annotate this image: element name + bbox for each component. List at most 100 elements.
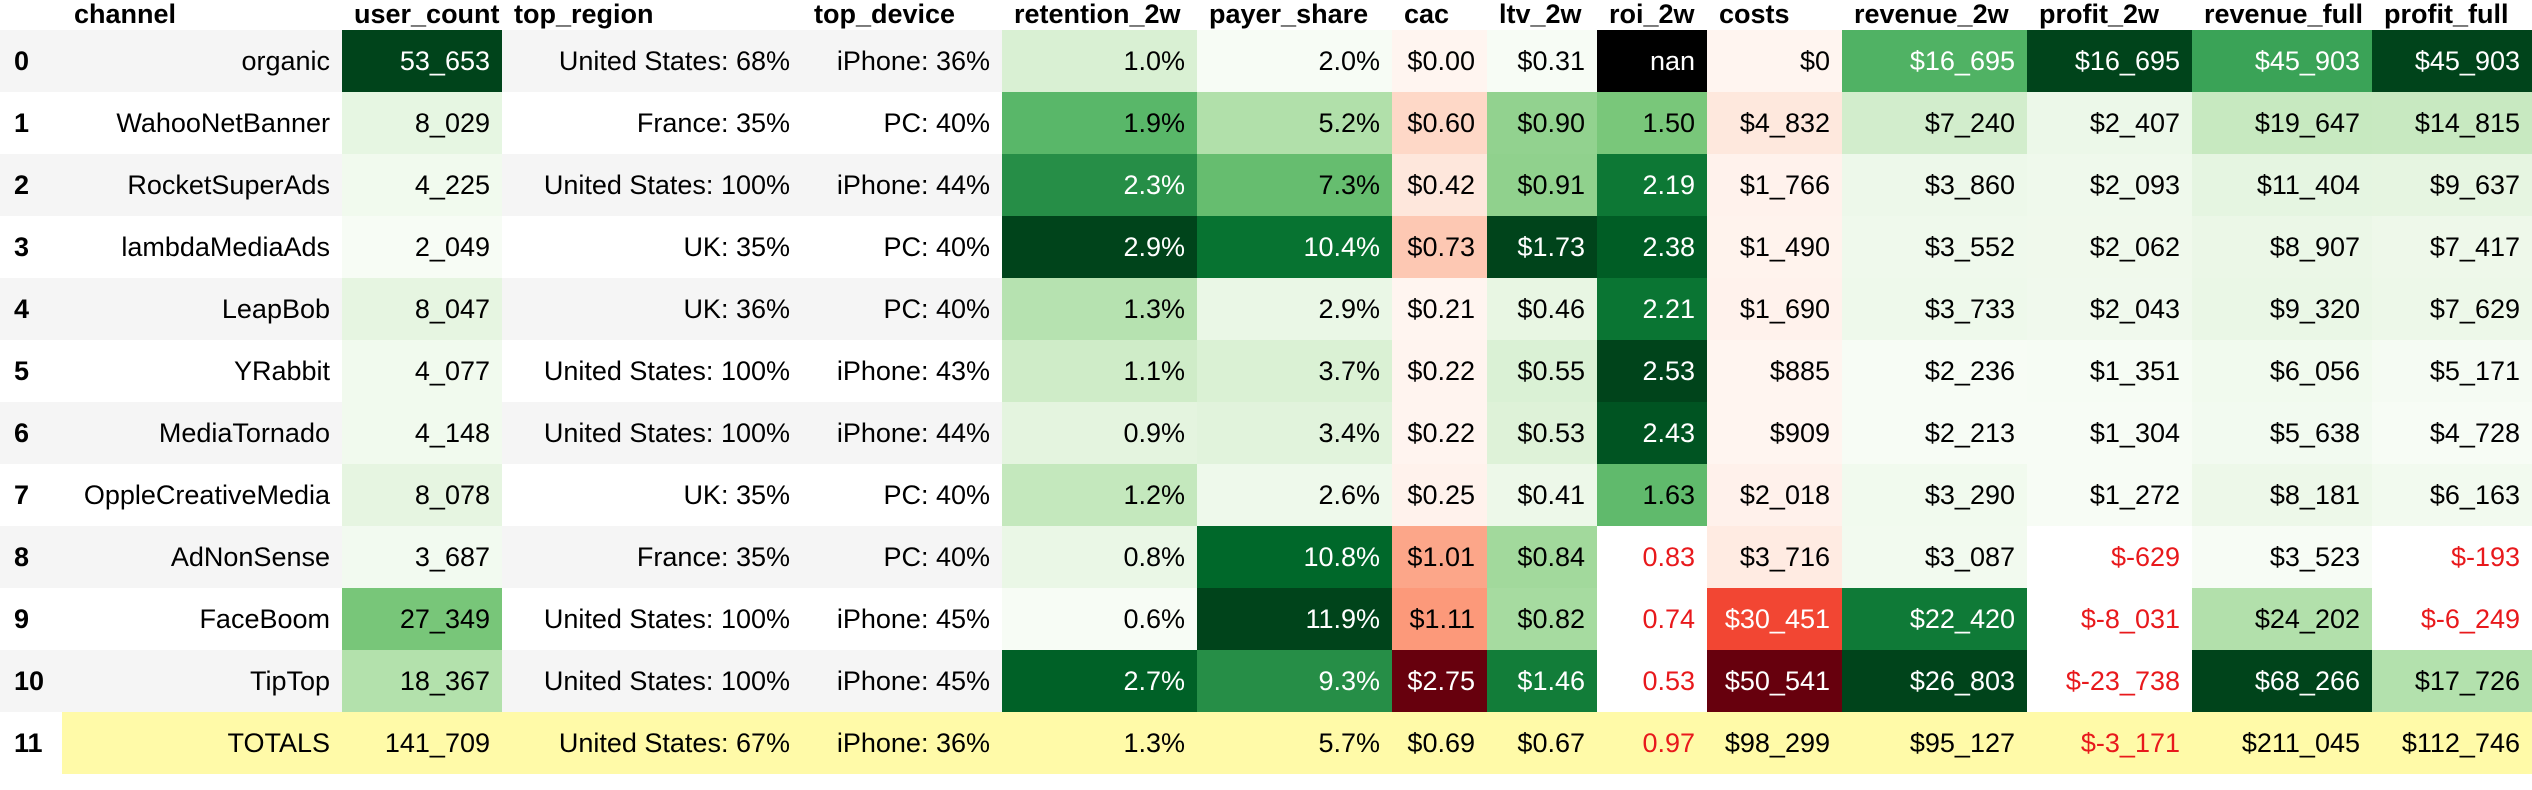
cell-retention-2w: 1.1% xyxy=(1002,340,1197,402)
cell-user-count: 4_077 xyxy=(342,340,502,402)
column-header: roi_2w xyxy=(1597,0,1707,30)
cell-user-count: 18_367 xyxy=(342,650,502,712)
cell-channel: WahooNetBanner xyxy=(62,92,342,154)
column-header: payer_share xyxy=(1197,0,1392,30)
cell-profit-full: $-193 xyxy=(2372,526,2532,588)
cell-roi-2w: 2.53 xyxy=(1597,340,1707,402)
table-row: 10 TipTop 18_367 United States: 100% iPhone:… xyxy=(0,650,2532,712)
cell-channel: FaceBoom xyxy=(62,588,342,650)
cell-revenue-full: $9_320 xyxy=(2192,278,2372,340)
table-row: 6 MediaTornado 4_148 United States: 100% iPh… xyxy=(0,402,2532,464)
cell-cac: $0.42 xyxy=(1392,154,1487,216)
cell-costs: $50_541 xyxy=(1707,650,1842,712)
cell-payer-share: 11.9% xyxy=(1197,588,1392,650)
row-index: 9 xyxy=(0,588,62,650)
row-index: 0 xyxy=(0,30,62,92)
cell-revenue-full: $19_647 xyxy=(2192,92,2372,154)
cell-revenue-2w: $3_552 xyxy=(1842,216,2027,278)
cell-top-region: United States: 100% xyxy=(502,340,802,402)
cell-retention-2w: 2.3% xyxy=(1002,154,1197,216)
cell-revenue-full: $8_907 xyxy=(2192,216,2372,278)
channel-metrics-table: channel user_count top_region top_device… xyxy=(0,0,2532,774)
totals-row: 11 TOTALS 141_709 United States: 67% iPhone:… xyxy=(0,712,2532,774)
row-index: 8 xyxy=(0,526,62,588)
table-row: 7 OppleCreativeMedia 8_078 UK: 35% PC: 40% 1.… xyxy=(0,464,2532,526)
cell-profit-full: $5_171 xyxy=(2372,340,2532,402)
cell-profit-full: $-6_249 xyxy=(2372,588,2532,650)
row-index: 7 xyxy=(0,464,62,526)
cell-roi-2w: 1.63 xyxy=(1597,464,1707,526)
table-row: 9 FaceBoom 27_349 United States: 100% iPhone… xyxy=(0,588,2532,650)
cell-top-region: UK: 36% xyxy=(502,278,802,340)
row-index: 3 xyxy=(0,216,62,278)
cell-costs: $98_299 xyxy=(1707,712,1842,774)
row-index: 1 xyxy=(0,92,62,154)
cell-revenue-2w: $95_127 xyxy=(1842,712,2027,774)
cell-top-region: UK: 35% xyxy=(502,464,802,526)
cell-revenue-2w: $3_733 xyxy=(1842,278,2027,340)
cell-roi-2w: 2.38 xyxy=(1597,216,1707,278)
column-header: ltv_2w xyxy=(1487,0,1597,30)
column-header: top_region xyxy=(502,0,802,30)
cell-user-count: 2_049 xyxy=(342,216,502,278)
cell-costs: $885 xyxy=(1707,340,1842,402)
cell-cac: $0.73 xyxy=(1392,216,1487,278)
column-header: revenue_2w xyxy=(1842,0,2027,30)
row-index: 11 xyxy=(0,712,62,774)
cell-payer-share: 5.2% xyxy=(1197,92,1392,154)
cell-profit-2w: $1_272 xyxy=(2027,464,2192,526)
cell-payer-share: 9.3% xyxy=(1197,650,1392,712)
cell-retention-2w: 1.3% xyxy=(1002,712,1197,774)
cell-cac: $0.21 xyxy=(1392,278,1487,340)
cell-profit-2w: $2_407 xyxy=(2027,92,2192,154)
cell-roi-2w: nan xyxy=(1597,30,1707,92)
cell-top-region: United States: 100% xyxy=(502,154,802,216)
table-row: 1 WahooNetBanner 8_029 France: 35% PC: 40% 1.… xyxy=(0,92,2532,154)
cell-ltv-2w: $0.91 xyxy=(1487,154,1597,216)
cell-roi-2w: 2.43 xyxy=(1597,402,1707,464)
cell-channel: TOTALS xyxy=(62,712,342,774)
cell-costs: $1_490 xyxy=(1707,216,1842,278)
cell-cac: $0.60 xyxy=(1392,92,1487,154)
row-index: 2 xyxy=(0,154,62,216)
column-header: retention_2w xyxy=(1002,0,1197,30)
table-row: 0 organic 53_653 United States: 68% iPhone: … xyxy=(0,30,2532,92)
column-header: profit_full xyxy=(2372,0,2532,30)
cell-revenue-full: $11_404 xyxy=(2192,154,2372,216)
cell-channel: AdNonSense xyxy=(62,526,342,588)
cell-retention-2w: 0.8% xyxy=(1002,526,1197,588)
cell-channel: YRabbit xyxy=(62,340,342,402)
cell-revenue-2w: $3_860 xyxy=(1842,154,2027,216)
row-index: 10 xyxy=(0,650,62,712)
cell-profit-full: $14_815 xyxy=(2372,92,2532,154)
cell-top-device: iPhone: 44% xyxy=(802,402,1002,464)
cell-profit-2w: $1_351 xyxy=(2027,340,2192,402)
cell-ltv-2w: $0.90 xyxy=(1487,92,1597,154)
cell-costs: $909 xyxy=(1707,402,1842,464)
cell-top-device: iPhone: 44% xyxy=(802,154,1002,216)
cell-revenue-2w: $26_803 xyxy=(1842,650,2027,712)
column-header: cac xyxy=(1392,0,1487,30)
cell-top-region: United States: 100% xyxy=(502,402,802,464)
row-index: 6 xyxy=(0,402,62,464)
cell-profit-full: $112_746 xyxy=(2372,712,2532,774)
cell-revenue-2w: $2_236 xyxy=(1842,340,2027,402)
cell-profit-2w: $2_062 xyxy=(2027,216,2192,278)
cell-payer-share: 5.7% xyxy=(1197,712,1392,774)
cell-top-device: PC: 40% xyxy=(802,216,1002,278)
cell-retention-2w: 1.0% xyxy=(1002,30,1197,92)
cell-channel: LeapBob xyxy=(62,278,342,340)
cell-channel: RocketSuperAds xyxy=(62,154,342,216)
cell-user-count: 4_225 xyxy=(342,154,502,216)
cell-user-count: 8_047 xyxy=(342,278,502,340)
cell-revenue-full: $8_181 xyxy=(2192,464,2372,526)
cell-costs: $30_451 xyxy=(1707,588,1842,650)
table-row: 3 lambdaMediaAds 2_049 UK: 35% PC: 40% 2.9% 10… xyxy=(0,216,2532,278)
cell-profit-full: $45_903 xyxy=(2372,30,2532,92)
cell-roi-2w: 0.83 xyxy=(1597,526,1707,588)
cell-costs: $3_716 xyxy=(1707,526,1842,588)
cell-ltv-2w: $0.67 xyxy=(1487,712,1597,774)
cell-channel: TipTop xyxy=(62,650,342,712)
column-header: user_count xyxy=(342,0,502,30)
table-row: 4 LeapBob 8_047 UK: 36% PC: 40% 1.3% 2.9% $0.21… xyxy=(0,278,2532,340)
